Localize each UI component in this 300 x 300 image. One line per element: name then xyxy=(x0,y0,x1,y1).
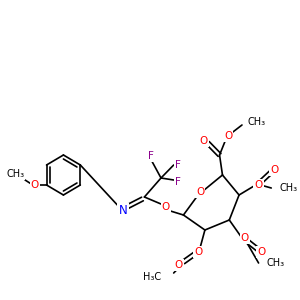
Text: CH₃: CH₃ xyxy=(6,169,24,179)
Text: O: O xyxy=(241,233,249,243)
Text: CH₃: CH₃ xyxy=(266,258,284,268)
Text: CH₃: CH₃ xyxy=(279,183,297,193)
Text: O: O xyxy=(200,136,208,146)
Text: O: O xyxy=(257,247,266,257)
Text: F: F xyxy=(175,177,181,187)
Text: O: O xyxy=(162,202,170,212)
Text: O: O xyxy=(224,131,232,141)
Text: H₃C: H₃C xyxy=(143,272,161,282)
Text: F: F xyxy=(148,151,154,161)
Text: N: N xyxy=(118,205,127,218)
Text: CH₃: CH₃ xyxy=(248,117,266,127)
Text: O: O xyxy=(174,260,183,270)
Text: O: O xyxy=(196,187,204,197)
Text: O: O xyxy=(254,180,263,190)
Text: O: O xyxy=(194,247,202,257)
Text: F: F xyxy=(175,160,181,170)
Text: O: O xyxy=(270,165,278,175)
Text: O: O xyxy=(31,180,39,190)
